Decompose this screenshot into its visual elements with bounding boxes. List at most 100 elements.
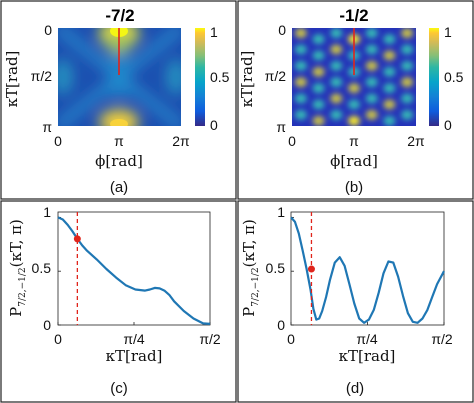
heatmap-b-spot: [330, 93, 343, 104]
panel-b-ytick-pi: π: [276, 119, 286, 135]
panel-d-ytick-05: 0.5: [266, 260, 286, 276]
panel-d-ytick-1: 1: [277, 204, 285, 220]
caption-c: (c): [110, 380, 128, 397]
panel-c-axes: [57, 211, 211, 326]
panel-a-ytick-pi: π: [42, 119, 52, 135]
panel-b-title: -1/2: [339, 6, 368, 25]
series-line-0: [290, 216, 445, 324]
panel-b-xlabel: ϕ[rad]: [330, 152, 378, 170]
colorbar-a-tick-05: 0.5: [210, 69, 230, 85]
heatmap-b-spot: [312, 115, 325, 126]
heatmap-a: [58, 28, 181, 126]
panel-a-ytick-pi2: π/2: [31, 68, 53, 84]
panel-d-xlabel: κT[rad]: [339, 347, 396, 365]
panel-c-ytick-1: 1: [43, 204, 51, 220]
heatmap-b-spot: [401, 77, 414, 88]
heatmap-b-spot: [294, 93, 307, 104]
panel-c-ylabel-arg: (κT, π): [7, 219, 25, 267]
caption-d: (d): [346, 380, 364, 397]
colorbar-b-tick-1: 1: [444, 24, 452, 40]
heatmap-b-spot: [365, 28, 378, 39]
heatmap-b-spot: [330, 28, 343, 39]
heatmap-b-spot: [383, 50, 396, 61]
heatmap-b-spot: [294, 44, 307, 55]
heatmap-b-spot: [401, 109, 414, 120]
heatmap-b-spot: [365, 77, 378, 88]
colorbar-a-tick-1: 1: [210, 24, 218, 40]
panel-d-ylabel-arg: (κT, π): [240, 219, 258, 267]
heatmap-b-spot: [365, 44, 378, 55]
heatmap-b-spot: [330, 60, 343, 71]
panel-b-xtick-0: 0: [288, 133, 296, 149]
panel-a-xtick-pi: π: [114, 133, 124, 149]
panel-d-xtick-pi4: π/4: [356, 331, 378, 347]
heatmap-b-spot: [312, 99, 325, 110]
panel-b-xtick-pi: π: [349, 133, 359, 149]
panel-c-xlabel: κT[rad]: [106, 347, 163, 365]
panel-d-xtick-0: 0: [287, 331, 295, 347]
panel-d-ytick-0: 0: [277, 317, 285, 333]
svg-text:P7/2,−1/2(κT, π): P7/2,−1/2(κT, π): [240, 219, 261, 317]
panel-c-xtick-pi4: π/4: [123, 331, 145, 347]
heatmap-b-spot: [401, 93, 414, 104]
panel-d-ylabel: P7/2,−1/2(κT, π): [240, 219, 261, 317]
heatmap-b-spot: [294, 60, 307, 71]
panel-a-ylabel: κT[rad]: [3, 51, 21, 108]
panel-frame-d: [237, 200, 474, 403]
panel-c-ylabel-p: P: [7, 307, 25, 317]
heatmap-b-spot: [383, 115, 396, 126]
panel-a-xlabel: ϕ[rad]: [95, 152, 143, 170]
heatmap-b-spot: [294, 77, 307, 88]
panel-c-xtick-0: 0: [54, 331, 62, 347]
heatmap-b-spot: [330, 44, 343, 55]
panel-c-xtick-pi2: π/2: [199, 331, 221, 347]
panel-d-ylabel-p: P: [240, 307, 258, 317]
panel-frame-a: [0, 0, 237, 200]
panel-a: -7/2 1 0.5 0 0 π/2 π 0 π: [3, 6, 230, 196]
caption-a: (a): [110, 179, 128, 196]
heatmap-b-spot: [312, 66, 325, 77]
heatmap-b-spot: [294, 28, 307, 39]
panel-d: 1 0.5 0 0 π/4 π/2 κT[rad] P7/2,−1/2(κT, …: [240, 204, 453, 397]
panel-c-ylabel-sub: 7/2,−1/2: [18, 267, 28, 306]
panel-b-ytick-pi2: π/2: [265, 68, 287, 84]
heatmap-b-spot: [365, 93, 378, 104]
heatmap-b-spot: [312, 50, 325, 61]
svg-text:P7/2,−1/2(κT, π): P7/2,−1/2(κT, π): [7, 219, 28, 317]
panel-a-xtick-2pi: 2π: [172, 133, 190, 149]
panel-frame-b: [237, 0, 474, 200]
heatmap-b-spot: [383, 66, 396, 77]
heatmap-b-spot: [312, 83, 325, 94]
heatmap-b-spot: [348, 99, 360, 110]
heatmap-b-spot: [365, 60, 378, 71]
marker-point: [307, 265, 315, 273]
panel-b-ylabel: κT[rad]: [238, 51, 256, 108]
heatmap-b-spot: [383, 83, 396, 94]
colorbar-b: [429, 28, 439, 126]
marker-point: [73, 235, 81, 243]
panel-b-ytick-0: 0: [278, 22, 286, 38]
panel-a-xtick-0: 0: [54, 133, 62, 149]
heatmap-b-spot: [401, 28, 414, 39]
heatmap-b-spot: [365, 109, 378, 120]
heatmap-b-spot: [401, 44, 414, 55]
panel-c-ylabel: P7/2,−1/2(κT, π): [7, 219, 28, 317]
heatmap-b-spot: [383, 99, 396, 110]
series-line-0: [57, 216, 211, 325]
panel-frame-c: [0, 200, 237, 403]
colorbar-b-tick-0: 0: [444, 117, 452, 133]
panel-c: 1 0.5 0 π/4 π/2 κT[rad] P7/2,−1/2(κT, π)…: [7, 204, 221, 397]
panel-d-xtick-pi2: π/2: [431, 331, 453, 347]
caption-b: (b): [345, 179, 363, 196]
colorbar-b-tick-05: 0.5: [444, 69, 464, 85]
colorbar-a: [195, 28, 205, 126]
heatmap-b-spot: [330, 109, 343, 120]
panel-a-title: -7/2: [105, 6, 134, 25]
heatmap-b-spot: [348, 83, 360, 94]
colorbar-a-tick-0: 0: [210, 117, 218, 133]
heatmap-b-spot: [348, 115, 360, 126]
panel-c-ytick-0: 0: [43, 317, 51, 333]
panel-c-ytick-05: 0.5: [32, 260, 52, 276]
panel-b: -1/2 1 0.5 0 0 π/2 π 0 π 2π ϕ[rad] κT[ra…: [238, 6, 464, 196]
